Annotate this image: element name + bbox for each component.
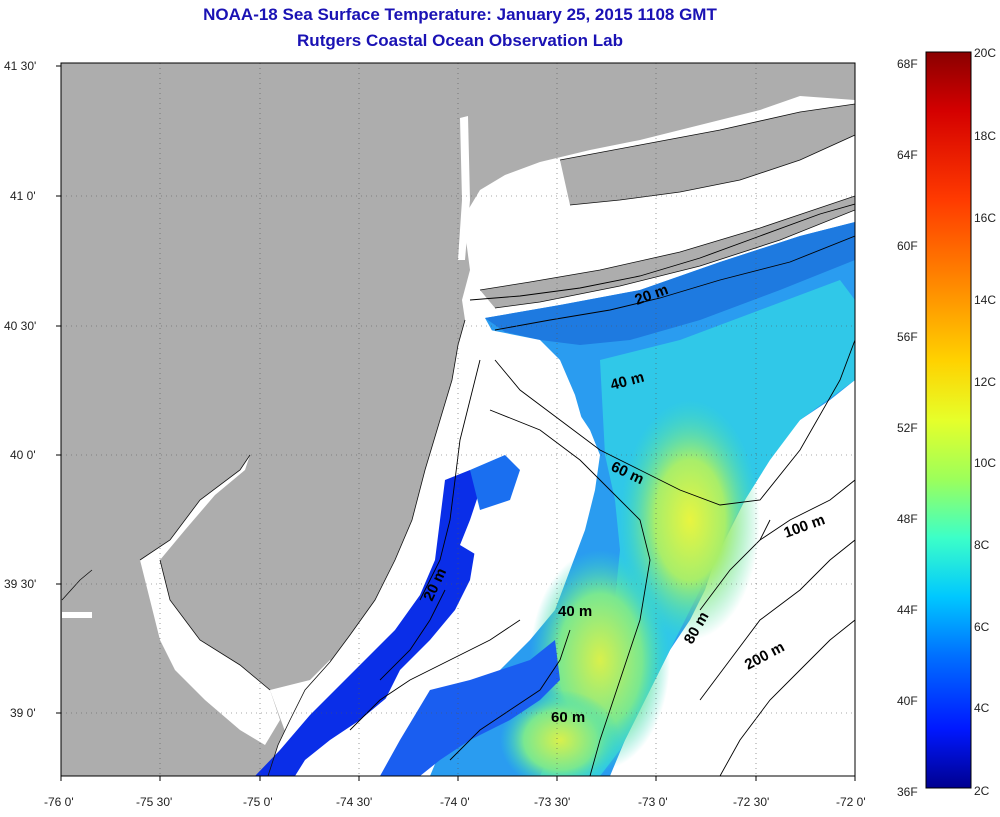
colorbar-c-label: 4C	[974, 701, 990, 715]
colorbar-f-label: 64F	[897, 148, 918, 162]
colorbar-c-label: 2C	[974, 784, 990, 798]
colorbar-f-label: 56F	[897, 330, 918, 344]
colorbar-c-label: 18C	[974, 129, 996, 143]
sst-shelf-blue	[380, 640, 560, 776]
lat-label: 39 30'	[4, 577, 36, 591]
colorbar-f-label: 52F	[897, 421, 918, 435]
latitude-labels: 41 30' 41 0' 40 30' 40 0' 39 30' 39 0'	[4, 59, 36, 720]
lon-label: -75 0'	[243, 795, 273, 809]
no-data-patch	[385, 470, 575, 700]
lon-label: -75 30'	[136, 795, 172, 809]
map-subtitle: Rutgers Coastal Ocean Observation Lab	[297, 31, 623, 50]
delaware-river	[62, 612, 92, 618]
sst-nearshore-cold	[255, 470, 485, 776]
axis-ticks	[56, 65, 856, 781]
lat-label: 41 30'	[4, 59, 36, 73]
lat-label: 40 30'	[4, 319, 36, 333]
sst-nearshore-blue	[470, 455, 520, 510]
land-connecticut	[560, 104, 855, 205]
delaware-bay-mouth	[270, 660, 345, 745]
bathymetry-contours	[349, 203, 855, 776]
contour-label-60m-south: 60 m	[551, 709, 585, 726]
colorbar	[925, 51, 972, 789]
lon-label: -76 0'	[44, 795, 74, 809]
land-mainland	[61, 63, 855, 776]
warm-south-2	[500, 690, 620, 776]
colorbar-f-label: 68F	[897, 57, 918, 71]
longitude-labels: -76 0' -75 30' -75 0' -74 30' -74 0' -73…	[44, 795, 866, 809]
colorbar-f-label: 40F	[897, 694, 918, 708]
sst-north-band	[485, 222, 855, 345]
lat-label: 41 0'	[10, 189, 36, 203]
colorbar-f-label: 36F	[897, 785, 918, 799]
colorbar-f-label: 48F	[897, 512, 918, 526]
no-data-patch-2	[490, 330, 585, 470]
lon-label: -72 0'	[836, 795, 866, 809]
land-long-island	[480, 196, 855, 308]
colorbar-c-label: 8C	[974, 538, 990, 552]
delaware-bay	[140, 455, 280, 745]
contour-label-40m-south: 40 m	[558, 603, 592, 620]
lon-label: -74 0'	[440, 795, 470, 809]
map-area: 20 m 40 m 60 m 100 m 20 m 40 m 80 m 200 …	[61, 63, 855, 776]
long-island-sound	[520, 170, 855, 282]
colorbar-c-label: 14C	[974, 293, 996, 307]
colorbar-f-label: 44F	[897, 603, 918, 617]
colorbar-f-labels: 68F 64F 60F 56F 52F 48F 44F 40F 36F	[897, 57, 918, 799]
lon-label: -72 30'	[733, 795, 769, 809]
lon-label: -73 30'	[534, 795, 570, 809]
colorbar-c-labels: 20C 18C 16C 14C 12C 10C 8C 6C 4C 2C	[974, 46, 996, 798]
lon-label: -74 30'	[336, 795, 372, 809]
colorbar-f-label: 60F	[897, 239, 918, 253]
colorbar-c-label: 20C	[974, 46, 996, 60]
lon-label: -73 0'	[638, 795, 668, 809]
colorbar-c-label: 10C	[974, 456, 996, 470]
warm-core	[620, 400, 760, 640]
map-title: NOAA-18 Sea Surface Temperature: January…	[203, 5, 717, 24]
hudson-river	[458, 116, 470, 260]
colorbar-c-label: 12C	[974, 375, 996, 389]
colorbar-c-label: 16C	[974, 211, 996, 225]
lat-label: 39 0'	[10, 706, 36, 720]
colorbar-c-label: 6C	[974, 620, 990, 634]
lat-label: 40 0'	[10, 448, 36, 462]
coastlines	[61, 103, 855, 776]
